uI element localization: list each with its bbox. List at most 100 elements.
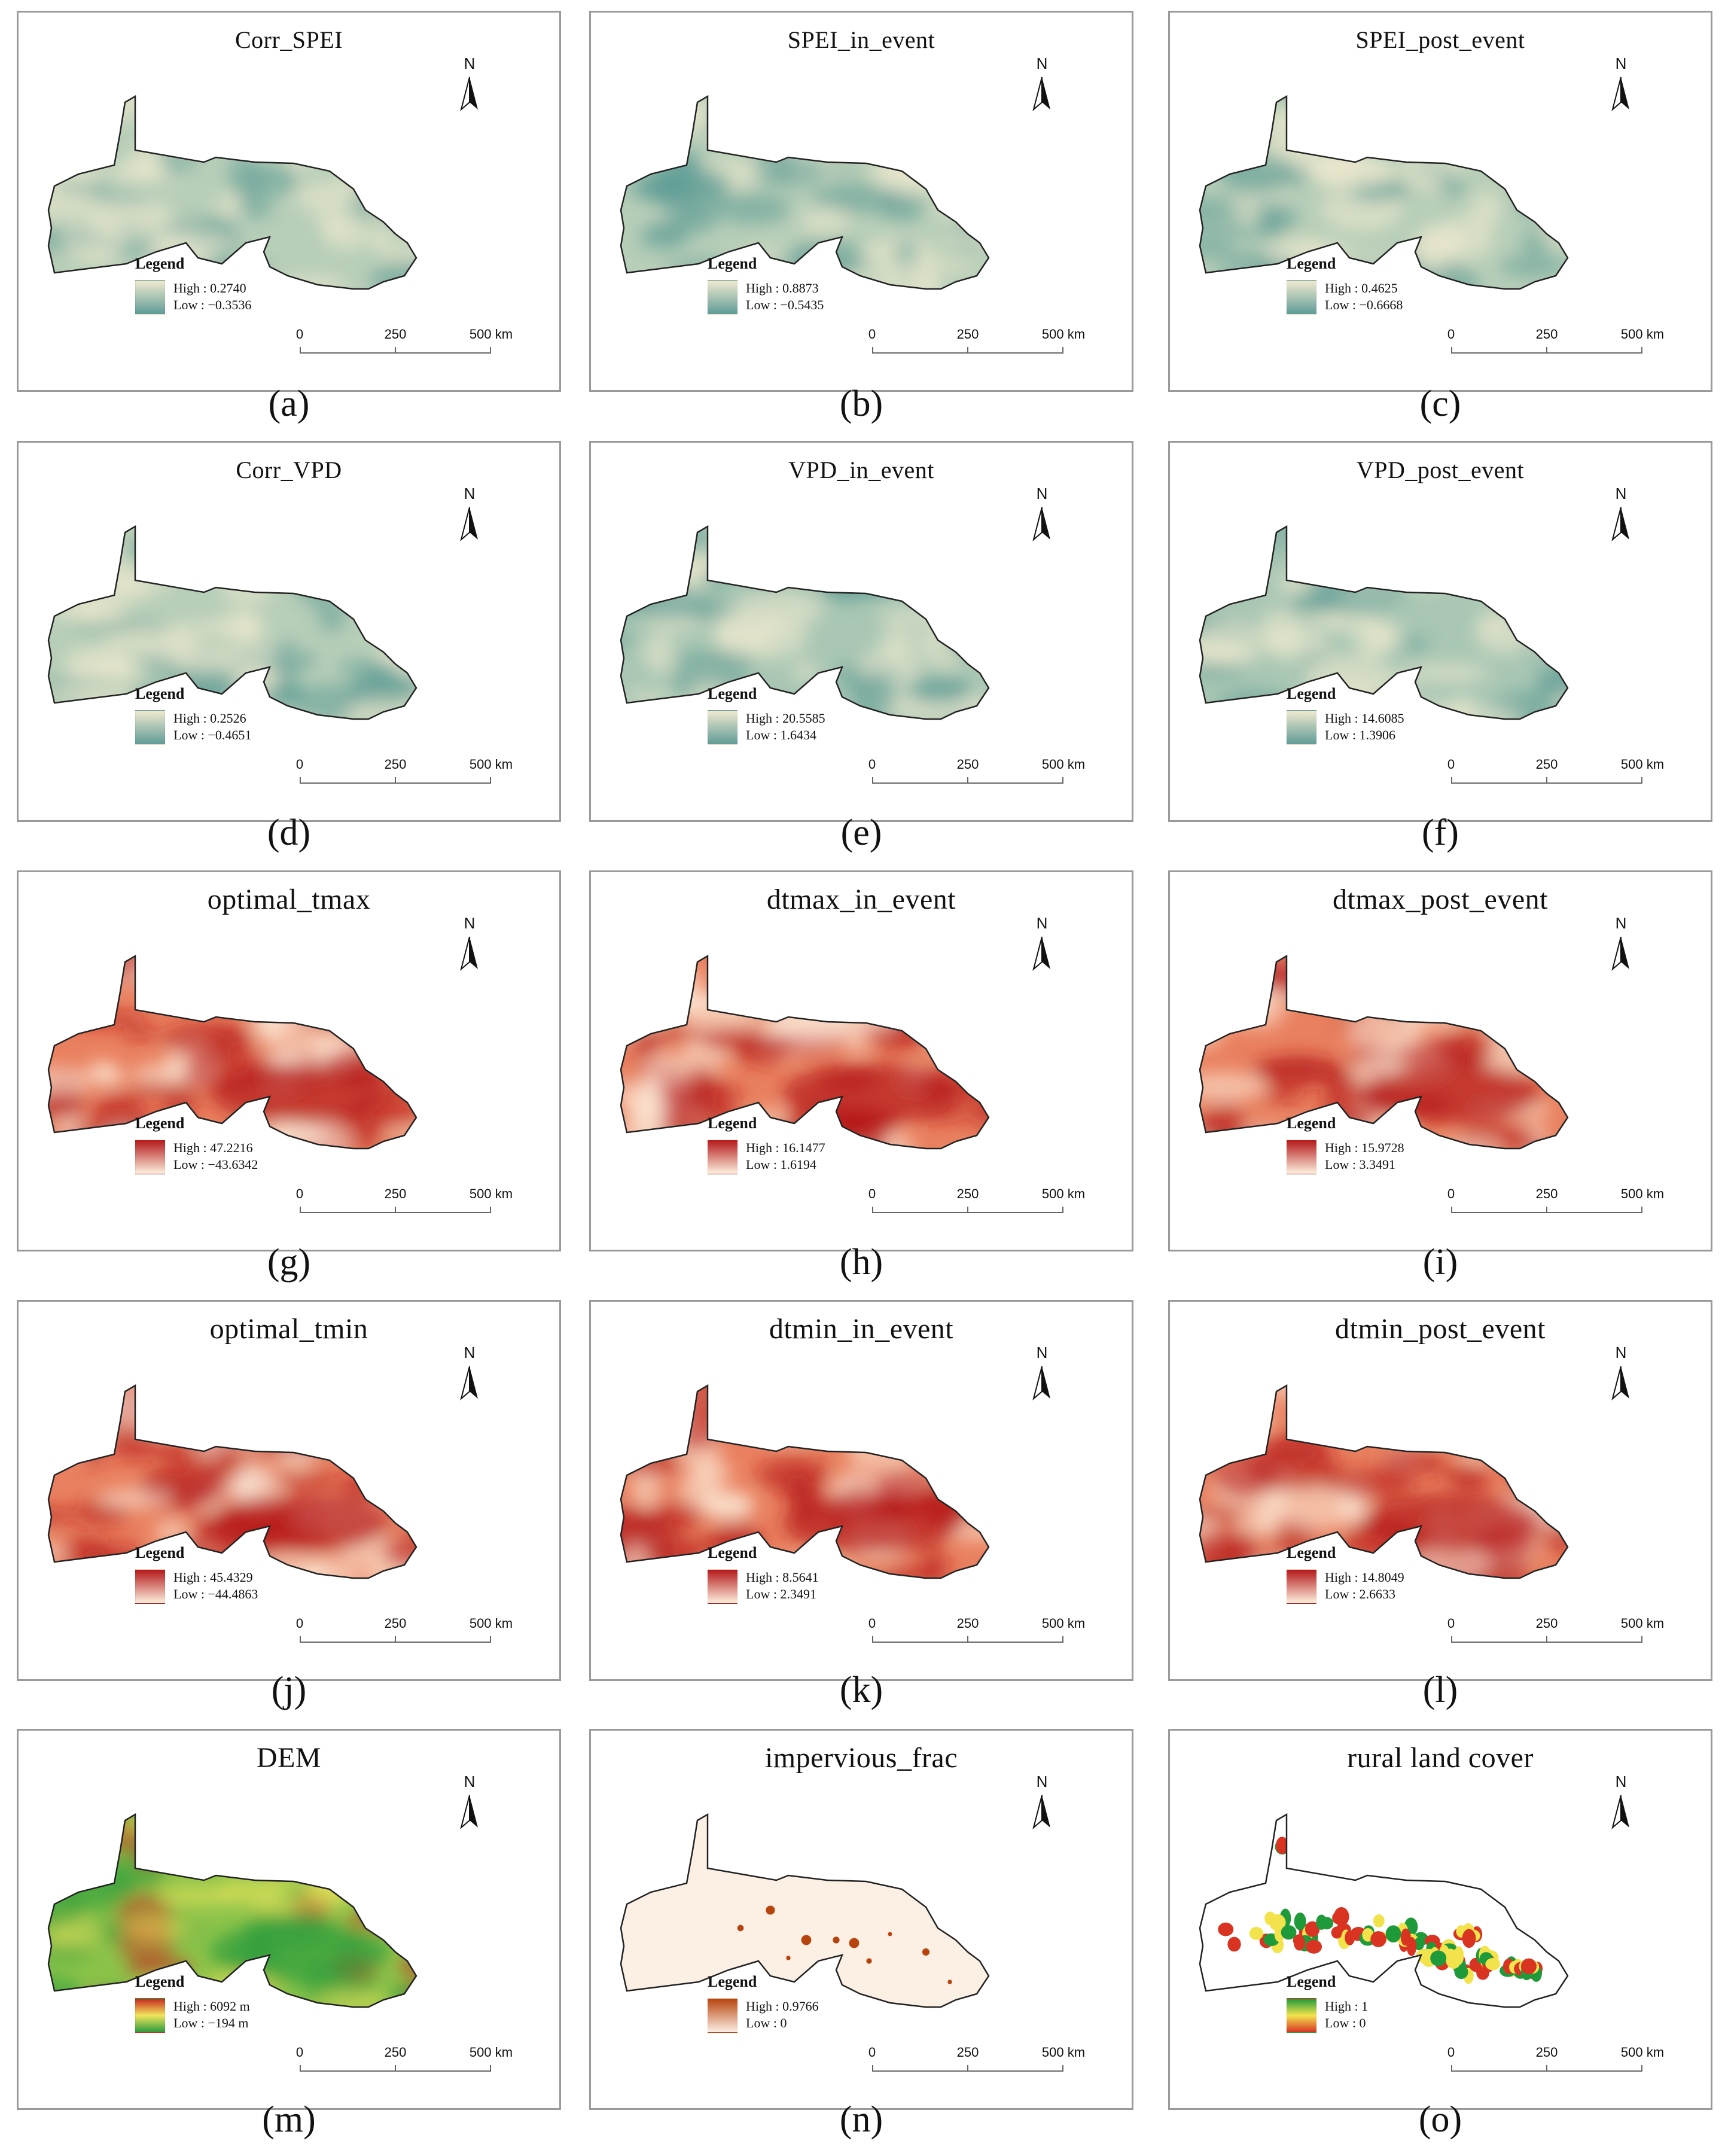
scale-label-250: 250 — [384, 1616, 407, 1631]
north-arrow-icon: N — [1024, 1344, 1060, 1415]
region-map — [47, 1813, 417, 2008]
legend: Legend High : 8.5641 Low : 2.3491 — [708, 1544, 819, 1604]
scale-label-250: 250 — [1535, 2045, 1558, 2060]
legend-title: Legend — [708, 1544, 757, 1561]
panel-title: impervious_frac — [764, 1742, 958, 1774]
legend-high-value: High : 0.2740 — [173, 281, 246, 296]
panel-title: optimal_tmax — [207, 884, 371, 915]
scale-label-500: 500 km — [1041, 1186, 1086, 1201]
scale-label-0: 0 — [295, 757, 304, 772]
north-label: N — [1615, 1773, 1627, 1790]
legend-high-value: High : 0.2526 — [173, 711, 246, 726]
legend-low-value: Low : 1.6194 — [746, 1157, 816, 1172]
legend: Legend High : 0.2526 Low : −0.4651 — [135, 685, 251, 745]
legend-high-value: High : 16.1477 — [746, 1140, 825, 1155]
panel-caption: (f) — [1422, 812, 1459, 853]
legend-title: Legend — [708, 1114, 757, 1132]
north-arrow-icon: N — [452, 1773, 487, 1844]
north-arrow-icon: N — [1603, 54, 1639, 126]
legend-color-ramp — [708, 1140, 737, 1174]
legend-color-ramp — [135, 280, 165, 315]
scale-label-0: 0 — [868, 327, 876, 342]
scale-label-250: 250 — [956, 1616, 979, 1631]
scale-label-250: 250 — [1535, 1186, 1558, 1201]
north-label: N — [1036, 1773, 1048, 1790]
panel-title: dtmax_in_event — [766, 884, 956, 915]
scale-label-250: 250 — [384, 327, 407, 342]
panel-caption: (m) — [262, 2099, 316, 2140]
scale-label-0: 0 — [868, 1186, 876, 1201]
map-panel-8: dtmax_in_event N Legend High : 16.1477 L… — [589, 870, 1133, 1251]
scale-label-250: 250 — [384, 757, 407, 772]
scale-bar: 0 250 500 km — [296, 757, 513, 793]
panel-title: SPEI_post_event — [1355, 26, 1525, 53]
legend-low-value: Low : 0 — [1325, 2015, 1366, 2030]
panel-title: optimal_tmin — [209, 1313, 368, 1345]
scale-bar: 0 250 500 km — [868, 757, 1085, 793]
region-map — [1199, 954, 1569, 1150]
legend-low-value: Low : −0.6668 — [1325, 297, 1403, 312]
north-arrow-icon: N — [1603, 1773, 1639, 1844]
panel-title: dtmin_post_event — [1335, 1313, 1546, 1345]
scale-label-500: 500 km — [469, 1186, 513, 1201]
legend-high-value: High : 0.4625 — [1325, 281, 1398, 296]
legend-low-value: Low : −194 m — [173, 2015, 249, 2030]
scale-label-250: 250 — [1535, 1616, 1558, 1631]
legend: Legend High : 15.9728 Low : 3.3491 — [1287, 1114, 1404, 1174]
panel-caption: (d) — [267, 812, 311, 853]
scale-label-500: 500 km — [1041, 1616, 1086, 1631]
scale-bar: 0 250 500 km — [296, 1616, 513, 1652]
map-panel-7: optimal_tmax N Legend High : 47.2216 Low… — [17, 870, 561, 1251]
region-map — [1199, 525, 1569, 720]
legend-color-ramp — [1287, 1140, 1316, 1174]
panel-caption: (g) — [267, 1242, 311, 1283]
scale-label-0: 0 — [1447, 327, 1455, 342]
legend-low-value: Low : −0.5435 — [746, 297, 824, 312]
panel-title: VPD_in_event — [788, 456, 934, 483]
scale-label-250: 250 — [956, 327, 979, 342]
scale-label-500: 500 km — [1620, 327, 1665, 342]
north-arrow-icon: N — [1603, 485, 1639, 556]
legend-color-ramp — [135, 1140, 165, 1174]
panel-caption: (e) — [840, 812, 882, 853]
region-map — [1199, 1813, 1569, 2008]
scale-label-500: 500 km — [1620, 2045, 1665, 2060]
panel-title: dtmax_post_event — [1333, 884, 1548, 915]
map-panel-5: VPD_in_event N Legend High : 20.5585 Low… — [589, 441, 1133, 822]
scale-bar: 0 250 500 km — [868, 1186, 1085, 1222]
legend-title: Legend — [1287, 1973, 1336, 1990]
map-panel-13: DEM N Legend High : 6092 m Low : −194 m … — [17, 1729, 561, 2110]
legend-title: Legend — [708, 255, 757, 272]
legend-color-ramp — [135, 1998, 165, 2033]
north-label: N — [1036, 54, 1048, 72]
scale-label-0: 0 — [295, 2045, 304, 2060]
north-arrow-icon: N — [1024, 1773, 1060, 1844]
legend-high-value: High : 14.8049 — [1325, 1570, 1404, 1585]
panel-title: DEM — [256, 1742, 322, 1774]
region-map — [1199, 1384, 1569, 1579]
legend-high-value: High : 15.9728 — [1325, 1140, 1404, 1155]
legend-color-ramp — [135, 1569, 165, 1604]
north-label: N — [464, 54, 476, 72]
scale-label-0: 0 — [295, 1186, 304, 1201]
scale-label-500: 500 km — [1620, 1186, 1665, 1201]
legend-high-value: High : 14.6085 — [1325, 711, 1404, 726]
region-map — [620, 525, 990, 720]
scale-label-250: 250 — [956, 757, 979, 772]
north-arrow-icon: N — [1024, 54, 1060, 126]
legend: Legend High : 45.4329 Low : −44.4863 — [135, 1544, 258, 1604]
region-map — [620, 1813, 990, 2008]
legend-title: Legend — [1287, 255, 1336, 272]
map-panel-3: SPEI_post_event N Legend High : 0.4625 L… — [1168, 11, 1712, 392]
legend-color-ramp — [1287, 1569, 1316, 1604]
north-arrow-icon: N — [452, 1344, 487, 1415]
scale-label-0: 0 — [295, 1616, 304, 1631]
legend-low-value: Low : 3.3491 — [1325, 1157, 1395, 1172]
legend-low-value: Low : 1.3906 — [1325, 727, 1395, 742]
scale-label-250: 250 — [956, 2045, 979, 2060]
legend-high-value: High : 45.4329 — [173, 1570, 253, 1585]
legend-title: Legend — [135, 1114, 185, 1132]
legend-title: Legend — [135, 255, 185, 272]
panel-title: Corr_VPD — [236, 456, 342, 483]
legend-high-value: High : 47.2216 — [173, 1140, 253, 1155]
